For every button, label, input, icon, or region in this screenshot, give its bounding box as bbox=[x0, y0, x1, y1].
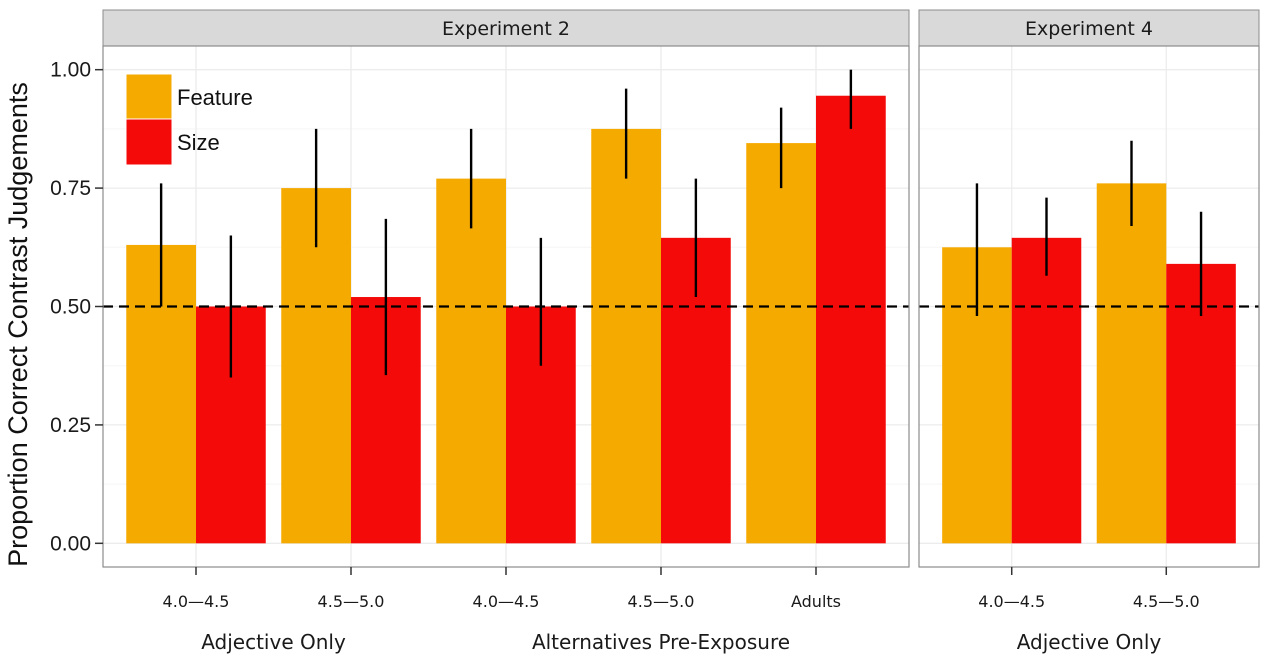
facet-strip bbox=[918, 9, 1260, 47]
x-tick-label: 4.0—4.5 bbox=[473, 592, 540, 611]
x-tick-label: 4.0—4.5 bbox=[163, 592, 230, 611]
y-tick-label: 0.00 bbox=[50, 532, 91, 555]
facet-title: Experiment 2 bbox=[442, 18, 570, 40]
bar-size bbox=[1011, 237, 1082, 544]
x-tick-label: 4.5—5.0 bbox=[1133, 592, 1200, 611]
y-tick-label: 1.00 bbox=[50, 59, 91, 82]
bar-feature bbox=[436, 178, 506, 544]
x-tick-label: 4.5—5.0 bbox=[628, 592, 695, 611]
bar-feature bbox=[591, 128, 661, 544]
y-axis-title: Proportion Correct Contrast Judgements bbox=[3, 82, 33, 567]
x-tick-label: Adults bbox=[791, 592, 841, 611]
y-tick-label: 0.25 bbox=[50, 414, 91, 437]
y-tick-label: 0.75 bbox=[50, 177, 91, 200]
bar-size bbox=[816, 95, 886, 544]
facet-strip bbox=[102, 9, 910, 47]
group-label: Adjective Only bbox=[201, 630, 346, 654]
legend-label: Size bbox=[177, 130, 220, 155]
group-label: Adjective Only bbox=[1017, 630, 1162, 654]
y-tick-label: 0.50 bbox=[50, 296, 91, 319]
legend-key-size bbox=[125, 118, 173, 166]
legend-label: Feature bbox=[177, 85, 253, 110]
x-tick-label: 4.5—5.0 bbox=[318, 592, 385, 611]
bar-feature bbox=[1096, 183, 1167, 544]
x-tick-label: 4.0—4.5 bbox=[978, 592, 1045, 611]
group-label: Alternatives Pre-Exposure bbox=[532, 630, 790, 654]
facet-title: Experiment 4 bbox=[1025, 18, 1153, 40]
bar-feature bbox=[746, 143, 816, 544]
panel-frame bbox=[918, 45, 1260, 568]
legend-key-feature bbox=[125, 73, 173, 121]
